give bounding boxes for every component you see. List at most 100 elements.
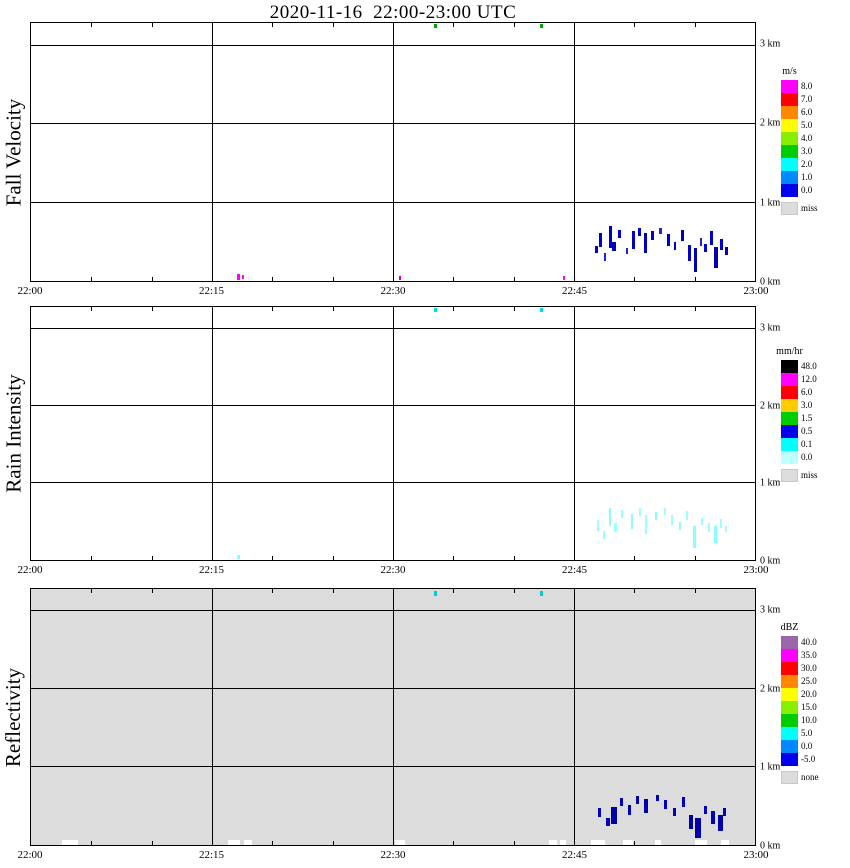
y-axis-labels-rain-intensity: 3 km 2 km 1 km 0 km <box>760 306 796 566</box>
colorbar-entry: 0.5 <box>781 425 847 438</box>
colorbar-swatch <box>781 688 798 701</box>
data-mark <box>644 798 649 813</box>
data-mark <box>237 554 241 560</box>
gridline-horizontal <box>31 201 755 203</box>
y-tick-label: 0 km <box>760 276 781 288</box>
data-mark <box>663 508 666 515</box>
x-tick-label: 22:15 <box>198 285 225 297</box>
minor-tick <box>332 556 334 560</box>
data-mark <box>539 24 543 29</box>
colorbar-swatch <box>781 119 798 132</box>
data-mark <box>655 840 662 845</box>
colorbar-entry: 4.0 <box>781 132 847 145</box>
minor-tick <box>151 277 153 281</box>
colorbar-entry: 20.0 <box>781 688 847 701</box>
colorbar-swatch <box>781 727 798 740</box>
gridline-vertical <box>211 307 213 560</box>
colorbar-entry: 0.1 <box>781 438 847 451</box>
data-mark <box>699 237 702 246</box>
plot-fall-velocity <box>30 22 756 282</box>
colorbar-swatch <box>781 714 798 727</box>
colorbar-entry: 6.0 <box>781 106 847 119</box>
ylabel-rain-intensity-text: Rain Intensity <box>1 374 26 493</box>
x-tick-label: 22:45 <box>561 285 588 297</box>
colorbar-entry-label: 7.0 <box>801 94 813 104</box>
data-mark <box>682 797 686 807</box>
x-tick-label: 22:15 <box>198 849 225 861</box>
minor-tick <box>513 841 515 845</box>
plot-reflectivity <box>30 588 756 846</box>
colorbar-entry: 12.0 <box>781 373 847 386</box>
data-mark <box>244 840 253 845</box>
data-mark <box>681 229 685 241</box>
colorbar-swatch <box>781 753 798 766</box>
data-mark <box>433 24 437 29</box>
data-mark <box>610 806 617 824</box>
colorbar-swatch <box>781 158 798 171</box>
minor-tick <box>694 556 696 560</box>
data-mark <box>609 507 612 527</box>
data-mark <box>700 517 703 526</box>
minor-tick <box>453 23 455 27</box>
colorbar-entry-label: 1.0 <box>801 172 813 182</box>
data-mark <box>591 839 606 845</box>
data-mark <box>704 805 708 814</box>
colorbar-entry: 3.0 <box>781 145 847 158</box>
colorbar-entry-label: 30.0 <box>801 663 817 673</box>
data-mark <box>395 839 406 845</box>
gridline-vertical <box>392 307 394 560</box>
data-mark <box>713 526 717 544</box>
colorbar-swatch <box>781 132 798 145</box>
colorbar-entry-label: 0.1 <box>801 439 813 449</box>
data-mark <box>650 230 654 241</box>
colorbar-entry-label: 0.5 <box>801 426 813 436</box>
colorbar-reflectivity: dBZ 40.0 35.0 30.0 25.0 20.0 15.0 10.0 5.0 0.0 -5… <box>781 622 847 784</box>
colorbar-entry: 0.0 <box>781 184 847 197</box>
gridline-horizontal <box>31 405 755 407</box>
colorbar-entry-label: 35.0 <box>801 650 817 660</box>
y-tick-label: 3 km <box>760 604 781 616</box>
minor-tick <box>91 556 93 560</box>
colorbar-entry-label: 6.0 <box>801 387 813 397</box>
data-mark <box>704 244 708 252</box>
minor-tick <box>634 23 636 27</box>
y-tick-label: 3 km <box>760 322 781 334</box>
minor-tick <box>453 589 455 593</box>
colorbar-swatch <box>781 649 798 662</box>
colorbar-entry: 30.0 <box>781 662 847 675</box>
minor-tick <box>513 307 515 311</box>
colorbar-entry: 3.0 <box>781 399 847 412</box>
colorbar-swatch <box>781 171 798 184</box>
ylabel-reflectivity-text: Reflectivity <box>1 667 26 767</box>
colorbar-entry-label: 5.0 <box>801 120 813 130</box>
data-mark <box>639 508 642 517</box>
data-mark <box>599 233 603 248</box>
data-mark <box>61 839 78 845</box>
data-mark <box>664 799 668 810</box>
data-mark <box>688 244 692 261</box>
colorbar-entry-label: 48.0 <box>801 361 817 371</box>
colorbar-missing-swatch <box>781 202 798 215</box>
data-mark <box>605 817 610 826</box>
colorbar-swatch <box>781 740 798 753</box>
colorbar-entry-label: 40.0 <box>801 637 817 647</box>
colorbar-swatch <box>781 438 798 451</box>
data-mark <box>549 840 558 845</box>
colorbar-entry-label: 4.0 <box>801 133 813 143</box>
minor-tick <box>513 556 515 560</box>
colorbar-entry: 5.0 <box>781 119 847 132</box>
x-tick-label: 22:00 <box>17 564 43 576</box>
colorbar-swatch <box>781 425 798 438</box>
data-mark <box>539 591 543 597</box>
colorbar-swatch <box>781 106 798 119</box>
y-tick-label: 1 km <box>760 477 781 489</box>
data-mark <box>595 245 599 254</box>
data-mark <box>720 840 729 845</box>
colorbar-entry-label: 12.0 <box>801 374 817 384</box>
data-mark <box>628 805 631 815</box>
colorbar-entry: 1.0 <box>781 171 847 184</box>
x-tick-label: 23:00 <box>743 285 769 297</box>
gridline-vertical <box>573 23 575 281</box>
y-tick-label: 3 km <box>760 38 781 50</box>
x-tick-label: 22:00 <box>17 849 43 861</box>
